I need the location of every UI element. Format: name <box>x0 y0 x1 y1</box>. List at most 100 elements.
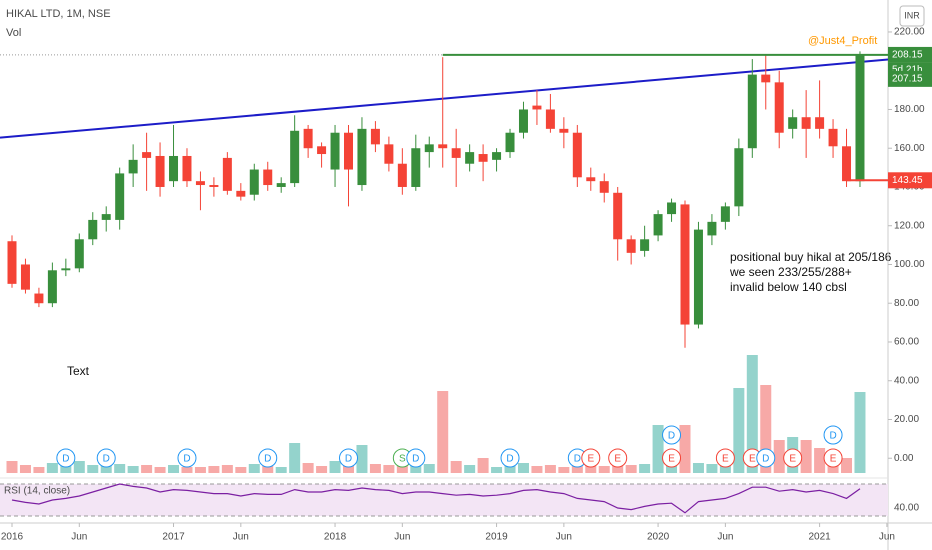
level-tag <box>888 46 932 63</box>
volume-bar <box>114 464 126 473</box>
x-tick-label: 2021 <box>808 532 831 543</box>
candle-body <box>478 154 488 162</box>
candle-body <box>74 239 84 269</box>
volume-bar <box>692 463 704 473</box>
event-marker[interactable] <box>406 448 426 468</box>
candle-body <box>7 241 17 284</box>
candle-body <box>424 144 434 153</box>
event-label: D <box>574 454 581 465</box>
event-marker[interactable] <box>500 448 520 468</box>
event-marker[interactable] <box>783 448 803 468</box>
candle-body <box>438 144 448 149</box>
rsi-band <box>0 484 888 516</box>
volume-bar <box>46 463 58 473</box>
event-marker[interactable] <box>96 448 116 468</box>
event-marker[interactable] <box>581 448 601 468</box>
event-marker[interactable] <box>177 448 197 468</box>
candle-body <box>828 128 838 147</box>
event-marker[interactable] <box>662 448 682 468</box>
event-marker[interactable] <box>823 448 843 468</box>
candle-body <box>357 128 367 186</box>
event-marker[interactable] <box>258 448 278 468</box>
price-label: 207.15 <box>892 74 923 85</box>
volume-bar <box>544 465 556 473</box>
watermark: @Just4_Profit <box>808 35 877 47</box>
volume-bar <box>437 391 449 473</box>
volume-bar <box>275 467 287 473</box>
candle-body <box>492 152 502 160</box>
candle-body <box>559 128 569 133</box>
y-tick-label: 120.00 <box>894 220 925 231</box>
volume-bar <box>733 388 745 473</box>
volume-bar <box>248 464 260 473</box>
event-marker[interactable] <box>608 448 628 468</box>
candle-body <box>761 74 771 83</box>
event-marker[interactable] <box>823 425 843 445</box>
currency-box[interactable] <box>899 5 925 27</box>
event-label: D <box>264 454 271 465</box>
candle-body <box>465 152 475 164</box>
event-label: E <box>830 454 837 465</box>
annotation: we seen 233/255/288+ <box>729 265 852 279</box>
event-marker[interactable] <box>56 448 76 468</box>
y-tick-label: 40.00 <box>894 375 919 386</box>
candle-body <box>518 109 528 133</box>
chart-title: HIKAL LTD, 1M, NSE <box>6 8 111 20</box>
volume-label: Vol <box>6 27 21 39</box>
x-tick-label: 2019 <box>485 532 508 543</box>
candle-body <box>303 128 313 149</box>
candle-body <box>451 148 461 158</box>
candle-body <box>801 117 811 129</box>
volume-bar <box>343 465 354 473</box>
event-label: D <box>506 454 513 465</box>
y-tick-label: 160.00 <box>894 143 925 154</box>
candle-body <box>169 155 179 182</box>
rsi-label: RSI (14, close) <box>4 486 70 497</box>
event-marker[interactable] <box>756 448 776 468</box>
volume-bar <box>369 464 381 473</box>
level-label: 208.15 <box>892 50 923 61</box>
candle-body <box>855 54 865 182</box>
candle-body <box>613 192 623 240</box>
y-tick-label: 0.00 <box>894 453 914 464</box>
candle-body <box>572 132 582 178</box>
volume-bar <box>181 467 193 473</box>
volume-bar <box>6 461 18 473</box>
volume-bar <box>316 466 328 473</box>
event-label: E <box>722 454 729 465</box>
volume-bar <box>289 443 301 473</box>
candle-body <box>505 132 515 153</box>
x-tick-label: Jun <box>71 532 87 543</box>
volume-bar <box>625 465 637 473</box>
candle-body <box>545 109 555 129</box>
volume-bar <box>127 466 139 473</box>
volume-bar <box>517 463 529 473</box>
trendline <box>0 58 889 139</box>
candle-body <box>788 117 798 129</box>
event-marker[interactable] <box>339 448 358 468</box>
volume-bar <box>854 392 866 473</box>
candle-body <box>115 173 125 220</box>
candle-body <box>249 169 259 195</box>
event-marker[interactable] <box>662 425 682 445</box>
candle-body <box>734 148 744 207</box>
volume-bar <box>558 467 570 473</box>
volume-bar <box>464 465 476 473</box>
candle-body <box>815 117 825 129</box>
candle-body <box>182 155 192 182</box>
volume-bar <box>679 425 691 473</box>
candle-body <box>411 148 421 187</box>
volume-bar <box>60 466 72 473</box>
event-marker[interactable] <box>715 448 735 468</box>
candle-body <box>707 221 717 236</box>
volume-bar <box>827 463 839 473</box>
candle-body <box>209 185 219 187</box>
volume-bar <box>154 467 166 473</box>
candle-body <box>276 183 286 187</box>
volume-bar <box>800 440 812 473</box>
x-tick-label: Jun <box>879 532 895 543</box>
event-label: E <box>614 454 621 465</box>
volume-bar <box>356 445 368 473</box>
candle-body <box>128 159 138 174</box>
